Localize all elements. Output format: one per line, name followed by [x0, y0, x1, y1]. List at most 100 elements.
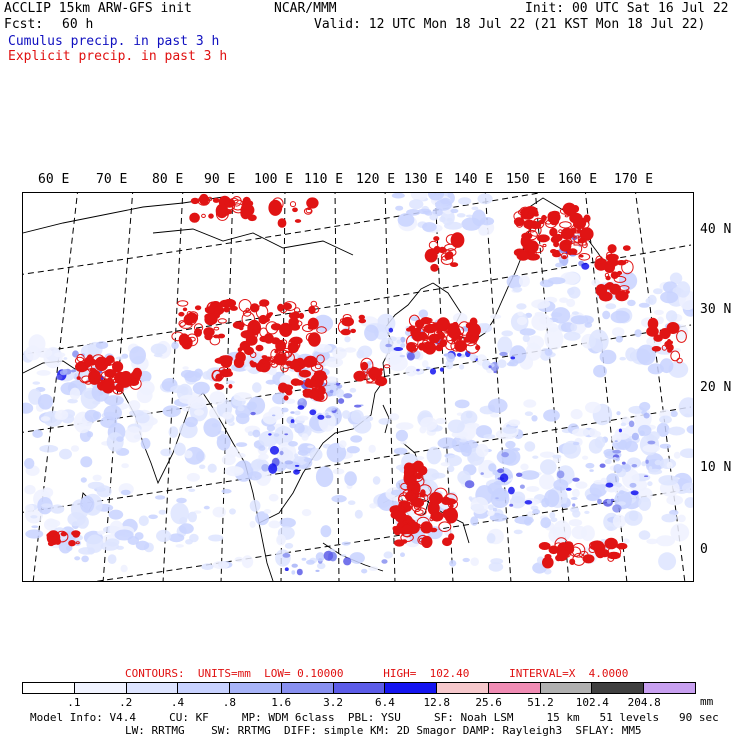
explicit-contour: [383, 364, 391, 369]
precip-cell: [553, 479, 569, 491]
explicit-contour: [238, 299, 252, 313]
precip-cell: [639, 430, 645, 437]
explicit-contour: [298, 369, 312, 378]
precip-cell: [501, 330, 513, 337]
precip-cell: [269, 445, 280, 455]
precip-cell: [505, 440, 516, 449]
precip-cell: [135, 412, 150, 424]
precip-cell: [544, 489, 560, 508]
precip-cell: [212, 506, 227, 518]
explicit-contour: [646, 326, 659, 337]
precip-cell: [291, 563, 298, 568]
explicit-contour: [516, 251, 530, 261]
colorbar-cell: [230, 683, 282, 693]
explicit-contour: [475, 344, 481, 351]
longitude-line: [220, 193, 234, 581]
precip-cell: [437, 437, 457, 449]
precip-cell: [388, 327, 394, 333]
precip-cell: [297, 405, 305, 410]
precip-cell: [284, 542, 294, 549]
colorbar-label: 51.2: [527, 696, 554, 709]
explicit-contour: [610, 284, 621, 291]
precip-cell: [350, 435, 363, 443]
precip-cell: [422, 360, 429, 368]
explicit-contour: [578, 253, 591, 261]
precip-cell: [488, 398, 508, 413]
precip-cell: [100, 541, 120, 551]
domain-marker-label: L4: [577, 236, 588, 246]
precip-cell: [610, 310, 630, 324]
explicit-contour: [605, 253, 619, 262]
precip-cell: [184, 416, 198, 428]
precip-cell: [676, 281, 691, 298]
precip-cell: [284, 433, 289, 436]
explicit-contour: [222, 207, 227, 211]
colorbar-label: 12.8: [423, 696, 451, 709]
precip-cell: [74, 556, 81, 561]
explicit-contour: [179, 320, 193, 329]
precip-cell: [452, 312, 468, 323]
precip-cell: [532, 455, 539, 459]
precip-cell: [647, 294, 657, 305]
precip-cell: [684, 497, 693, 508]
precip-cell: [194, 368, 203, 378]
explicit-contour: [402, 489, 414, 498]
precip-cell: [525, 342, 542, 361]
colorbar-cell: [644, 683, 695, 693]
explicit-contour: [288, 340, 297, 346]
colorbar-cell: [333, 683, 386, 693]
precip-cell: [24, 458, 35, 469]
precip-cell: [250, 411, 256, 416]
precip-cell: [446, 218, 453, 222]
precip-cell: [570, 315, 589, 325]
precip-cell: [148, 514, 158, 520]
precip-cell: [499, 351, 508, 357]
explicit-contour: [213, 326, 220, 331]
precip-cell: [572, 477, 580, 482]
precip-cell: [50, 504, 65, 514]
explicit-contour: [109, 376, 116, 381]
latitude-line: [23, 193, 542, 275]
precip-cell: [346, 446, 360, 454]
precip-cell: [570, 497, 578, 500]
precip-cell: [570, 506, 580, 513]
precip-cell: [571, 525, 588, 540]
precip-cell: [572, 441, 580, 446]
precip-cell: [175, 544, 184, 548]
explicit-contour: [178, 320, 186, 327]
precip-cell: [282, 553, 291, 558]
explicit-contour: [421, 535, 433, 548]
precip-cell: [46, 519, 61, 528]
precip-cell: [162, 405, 181, 418]
colorbar-cell: [488, 683, 541, 693]
explicit-contour: [238, 326, 244, 331]
precip-cell: [612, 449, 622, 454]
precip-cell: [354, 404, 362, 408]
forecast-label: Fcst:: [4, 17, 44, 32]
explicit-contour: [392, 526, 397, 531]
precip-cell: [678, 397, 693, 418]
precip-cell: [647, 440, 656, 445]
precip-cell: [439, 216, 446, 223]
precip-cell: [589, 482, 607, 497]
explicit-contour: [666, 343, 674, 352]
precip-cell: [56, 374, 63, 380]
explicit-contour: [212, 305, 225, 315]
explicit-contour: [413, 509, 424, 515]
precip-cell: [588, 329, 609, 353]
precip-cell: [115, 356, 124, 360]
precip-cell: [361, 415, 374, 422]
precip-cell: [514, 516, 534, 525]
precip-cell: [104, 395, 124, 406]
explicit-contour: [190, 197, 200, 205]
explicit-contour: [340, 328, 351, 336]
precip-cell: [30, 515, 38, 519]
precip-cell: [666, 461, 673, 469]
coastline: [23, 196, 224, 234]
precip-cell: [313, 350, 330, 362]
precip-cell: [203, 418, 222, 438]
cumulus-legend: Cumulus precip. in past 3 h: [8, 34, 220, 49]
model-title: ACCLIP 15km ARW-GFS init: [4, 1, 192, 16]
precip-cell: [316, 562, 326, 570]
explicit-contour: [316, 326, 327, 334]
